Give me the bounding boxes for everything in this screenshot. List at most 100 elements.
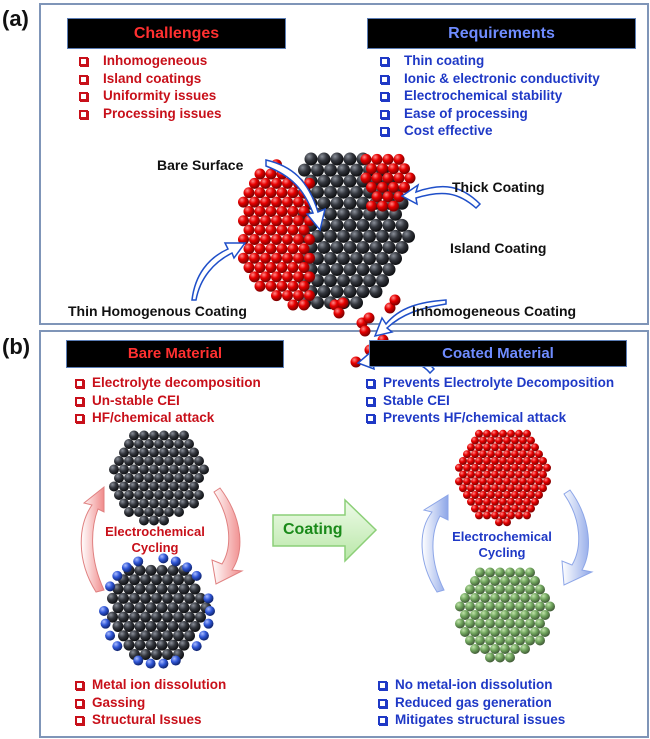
sphere-ball bbox=[510, 576, 520, 586]
sphere-ball bbox=[343, 152, 357, 166]
sphere-ball bbox=[479, 491, 487, 499]
sphere-ball bbox=[376, 252, 389, 265]
sphere-ball bbox=[298, 243, 310, 255]
sphere-ball bbox=[254, 205, 266, 217]
bare-cycling-label: Electrochemical Cycling bbox=[105, 524, 205, 555]
sphere-ball bbox=[475, 584, 485, 595]
sphere-ball bbox=[499, 511, 507, 520]
sphere-ball bbox=[311, 296, 324, 310]
sphere-ball bbox=[485, 584, 495, 595]
sphere-ball bbox=[515, 470, 523, 479]
sphere-ball bbox=[475, 429, 483, 438]
sphere-ball bbox=[184, 473, 194, 483]
sphere-ball bbox=[475, 635, 485, 646]
checkbox-icon bbox=[366, 379, 375, 388]
sphere-ball bbox=[129, 592, 140, 604]
sphere-ball bbox=[317, 240, 331, 254]
sphere-ball bbox=[395, 240, 409, 254]
sphere-ball bbox=[503, 436, 511, 445]
coating-arrow-shape[interactable] bbox=[272, 498, 378, 563]
sphere-ball bbox=[134, 473, 144, 483]
sphere-ball bbox=[520, 576, 530, 586]
sphere-ball bbox=[169, 464, 179, 475]
thick-coating-arrow bbox=[400, 183, 482, 210]
sphere-ball bbox=[495, 601, 505, 612]
sphere-ball bbox=[159, 498, 169, 509]
dissolved-ion-ball bbox=[205, 606, 215, 616]
sphere-ball bbox=[112, 602, 124, 614]
sphere-ball bbox=[382, 191, 394, 203]
sphere-ball bbox=[330, 218, 344, 232]
sphere-ball bbox=[317, 174, 331, 188]
sphere-ball bbox=[511, 504, 519, 513]
sphere-ball bbox=[470, 644, 480, 654]
sphere-ball bbox=[369, 263, 383, 277]
sphere-ball bbox=[134, 620, 146, 632]
sphere-ball bbox=[382, 153, 394, 165]
sphere-ball bbox=[265, 205, 277, 217]
sphere-ball bbox=[238, 215, 249, 227]
sphere-ball bbox=[463, 477, 471, 486]
sphere-ball bbox=[164, 490, 174, 500]
inhomogeneous-coating-label: Inhomogeneous Coating bbox=[412, 303, 577, 319]
panel-b-label: (b) bbox=[2, 334, 31, 359]
checkbox-icon bbox=[378, 716, 387, 725]
sphere-ball bbox=[495, 504, 503, 513]
sphere-ball bbox=[535, 584, 545, 595]
sphere-ball bbox=[495, 477, 503, 486]
sphere-ball bbox=[490, 593, 500, 603]
dissolved-ion-ball bbox=[203, 593, 214, 604]
list-item: Electrochemical stability bbox=[380, 87, 600, 105]
sphere-ball bbox=[337, 185, 350, 199]
sphere-ball bbox=[485, 652, 495, 663]
sphere-ball bbox=[271, 234, 282, 245]
sphere-ball bbox=[330, 240, 344, 254]
sphere-ball bbox=[515, 429, 523, 438]
sphere-ball bbox=[282, 252, 293, 264]
sphere-ball bbox=[276, 205, 288, 217]
sphere-ball bbox=[460, 627, 470, 637]
sphere-ball bbox=[298, 163, 311, 177]
sphere-ball bbox=[479, 463, 487, 472]
sphere-ball bbox=[189, 583, 201, 595]
sphere-ball bbox=[503, 463, 511, 472]
sphere-ball bbox=[254, 187, 266, 199]
list-item: Prevents Electrolyte Decomposition bbox=[366, 374, 614, 392]
sphere-ball bbox=[162, 630, 173, 642]
sphere-ball bbox=[112, 583, 124, 595]
sphere-ball bbox=[174, 473, 184, 483]
sphere-ball bbox=[178, 620, 190, 632]
sphere-ball bbox=[324, 163, 337, 177]
sphere-ball bbox=[167, 639, 179, 651]
sphere-ball bbox=[317, 196, 331, 210]
challenges-list: Inhomogeneous Island coatings Uniformity… bbox=[79, 52, 222, 122]
sphere-ball bbox=[156, 583, 168, 595]
sphere-ball bbox=[271, 177, 282, 189]
sphere-ball bbox=[139, 464, 149, 475]
sphere-ball bbox=[129, 611, 140, 623]
sphere-ball bbox=[527, 436, 535, 445]
sphere-ball bbox=[350, 296, 363, 310]
sphere-ball bbox=[463, 450, 471, 459]
sphere-ball bbox=[515, 511, 523, 520]
sphere-ball bbox=[173, 574, 184, 586]
sphere-ball bbox=[249, 196, 260, 208]
sphere-ball bbox=[282, 271, 293, 283]
sphere-ball bbox=[503, 477, 511, 486]
sphere-ball bbox=[467, 484, 475, 493]
checkbox-icon bbox=[75, 716, 84, 725]
sphere-ball bbox=[265, 224, 277, 236]
cycle-arrow-left-red bbox=[80, 485, 105, 593]
sphere-ball bbox=[124, 490, 134, 500]
sphere-ball bbox=[330, 174, 344, 188]
sphere-ball bbox=[376, 229, 389, 243]
sphere-ball bbox=[184, 439, 194, 449]
sphere-ball bbox=[109, 464, 119, 475]
sphere-ball bbox=[149, 464, 159, 475]
sphere-ball bbox=[144, 439, 154, 449]
sphere-ball bbox=[317, 263, 331, 277]
list-item: Electrolyte decomposition bbox=[75, 374, 261, 392]
sphere-ball bbox=[480, 576, 490, 586]
sphere-ball bbox=[490, 576, 500, 586]
